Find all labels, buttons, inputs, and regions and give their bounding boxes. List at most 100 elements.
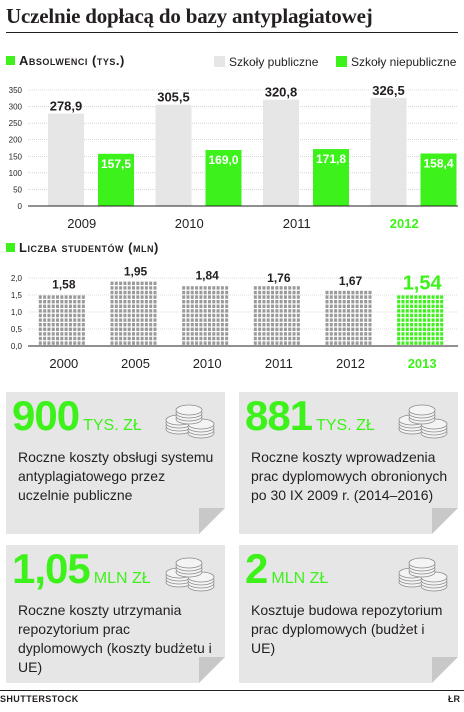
person-figure-icon	[199, 290, 203, 295]
person-figure-icon	[258, 332, 262, 336]
y-tick-label: 0	[18, 202, 23, 211]
person-figure-icon	[190, 290, 194, 295]
person-figure-icon	[182, 295, 186, 299]
x-tick-label: 2009	[67, 216, 96, 231]
person-figure-icon	[43, 300, 47, 304]
person-figure-icon	[81, 341, 85, 345]
x-tick-label: 2012	[336, 356, 365, 371]
person-figure-icon	[405, 313, 409, 318]
person-figure-icon	[418, 323, 422, 327]
person-figure-icon	[355, 313, 359, 318]
person-figure-icon	[216, 323, 220, 327]
person-figure-icon	[207, 327, 211, 331]
person-figure-icon	[51, 332, 55, 336]
person-figure-icon	[77, 323, 81, 327]
person-figure-icon	[207, 304, 211, 308]
person-figure-icon	[212, 323, 216, 327]
person-figure-icon	[368, 341, 372, 345]
person-figure-icon	[153, 300, 157, 304]
person-figure-icon	[364, 295, 368, 299]
person-figure-icon	[405, 336, 409, 341]
person-figure-icon	[136, 304, 140, 308]
person-figure-icon	[351, 341, 355, 345]
data-label: 1,58	[52, 277, 76, 291]
person-figure-icon	[253, 286, 257, 290]
person-figure-icon	[325, 332, 329, 336]
person-figure-icon	[64, 309, 68, 313]
y-tick-label: 100	[9, 169, 23, 178]
person-figure-icon	[325, 341, 329, 345]
person-figure-icon	[418, 336, 422, 341]
person-figure-icon	[127, 332, 131, 336]
person-figure-icon	[127, 336, 131, 341]
person-figure-icon	[266, 318, 270, 322]
person-figure-icon	[288, 295, 292, 299]
person-figure-icon	[203, 336, 207, 341]
person-figure-icon	[431, 341, 435, 345]
person-figure-icon	[212, 286, 216, 290]
person-figure-icon	[195, 332, 199, 336]
person-figure-icon	[275, 309, 279, 313]
person-figure-icon	[283, 332, 287, 336]
person-figure-icon	[271, 300, 275, 304]
person-figure-icon	[347, 327, 350, 331]
person-figure-icon	[296, 295, 300, 299]
person-figure-icon	[325, 336, 329, 341]
person-figure-icon	[334, 318, 338, 322]
person-figure-icon	[275, 313, 279, 318]
person-figure-icon	[51, 300, 55, 304]
person-figure-icon	[225, 300, 229, 304]
person-figure-icon	[144, 341, 148, 345]
person-figure-icon	[182, 332, 186, 336]
person-figure-icon	[64, 313, 68, 318]
person-figure-icon	[190, 295, 194, 299]
coin	[175, 557, 203, 569]
person-figure-icon	[418, 318, 422, 322]
person-figure-icon	[334, 332, 338, 336]
person-figure-icon	[397, 295, 401, 299]
person-figure-icon	[266, 341, 270, 345]
person-figure-icon	[110, 309, 114, 313]
y-tick-label: 300	[9, 103, 23, 112]
person-figure-icon	[397, 309, 401, 313]
person-figure-icon	[368, 318, 372, 322]
person-figure-icon	[220, 300, 224, 304]
person-figure-icon	[110, 332, 114, 336]
person-figure-icon	[414, 304, 418, 308]
person-figure-icon	[258, 323, 262, 327]
person-figure-icon	[283, 318, 287, 322]
card-number: 2 MLN ZŁ	[245, 545, 329, 592]
person-figure-icon	[296, 318, 300, 322]
data-label-private: 169,0	[208, 153, 238, 167]
person-figure-icon	[207, 323, 211, 327]
person-figure-icon	[271, 313, 275, 318]
person-figure-icon	[64, 304, 68, 308]
person-figure-icon	[132, 336, 135, 341]
person-figure-icon	[144, 295, 148, 299]
person-figure-icon	[149, 332, 153, 336]
person-figure-icon	[418, 327, 422, 331]
person-figure-icon	[405, 309, 409, 313]
person-figure-icon	[140, 295, 144, 299]
person-figure-icon	[347, 313, 350, 318]
person-figure-icon	[123, 323, 127, 327]
person-figure-icon	[220, 332, 224, 336]
person-figure-icon	[275, 286, 279, 290]
person-figure-icon	[38, 341, 42, 345]
person-figure-icon	[397, 327, 401, 331]
person-figure-icon	[359, 323, 363, 327]
x-tick-label: 2000	[49, 356, 78, 371]
person-figure-icon	[60, 304, 64, 308]
person-figure-icon	[136, 309, 140, 313]
person-figure-icon	[225, 295, 229, 299]
person-figure-icon	[271, 336, 275, 341]
person-figure-icon	[283, 313, 287, 318]
person-figure-icon	[275, 327, 279, 331]
person-figure-icon	[190, 300, 194, 304]
person-figure-icon	[292, 313, 296, 318]
person-figure-icon	[253, 295, 257, 299]
person-figure-icon	[144, 309, 148, 313]
person-figure-icon	[422, 336, 426, 341]
person-figure-icon	[153, 313, 157, 318]
person-figure-icon	[401, 336, 405, 341]
